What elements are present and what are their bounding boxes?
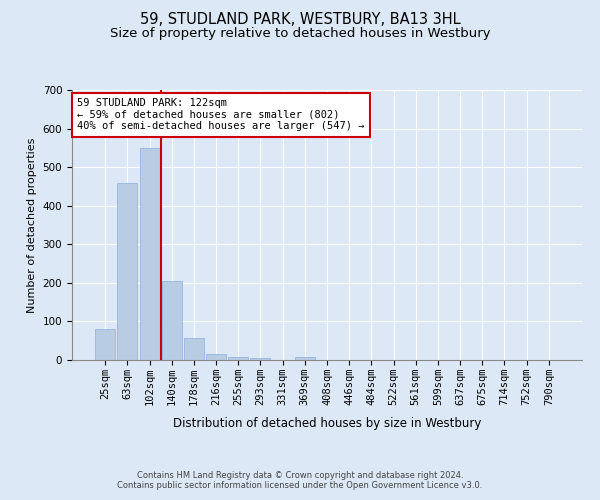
Bar [162,281,182,360]
Text: 59, STUDLAND PARK, WESTBURY, BA13 3HL: 59, STUDLAND PARK, WESTBURY, BA13 3HL [140,12,460,28]
Text: Size of property relative to detached houses in Westbury: Size of property relative to detached ho… [110,28,490,40]
Bar [228,358,248,360]
Bar [184,338,204,360]
Bar [140,148,160,360]
Bar [118,182,137,360]
Text: Distribution of detached houses by size in Westbury: Distribution of detached houses by size … [173,418,481,430]
Bar [206,354,226,360]
Bar [250,358,271,360]
Bar [95,329,115,360]
Text: 59 STUDLAND PARK: 122sqm
← 59% of detached houses are smaller (802)
40% of semi-: 59 STUDLAND PARK: 122sqm ← 59% of detach… [77,98,365,132]
Y-axis label: Number of detached properties: Number of detached properties [27,138,37,312]
Bar [295,357,315,360]
Text: Contains HM Land Registry data © Crown copyright and database right 2024.
Contai: Contains HM Land Registry data © Crown c… [118,470,482,490]
